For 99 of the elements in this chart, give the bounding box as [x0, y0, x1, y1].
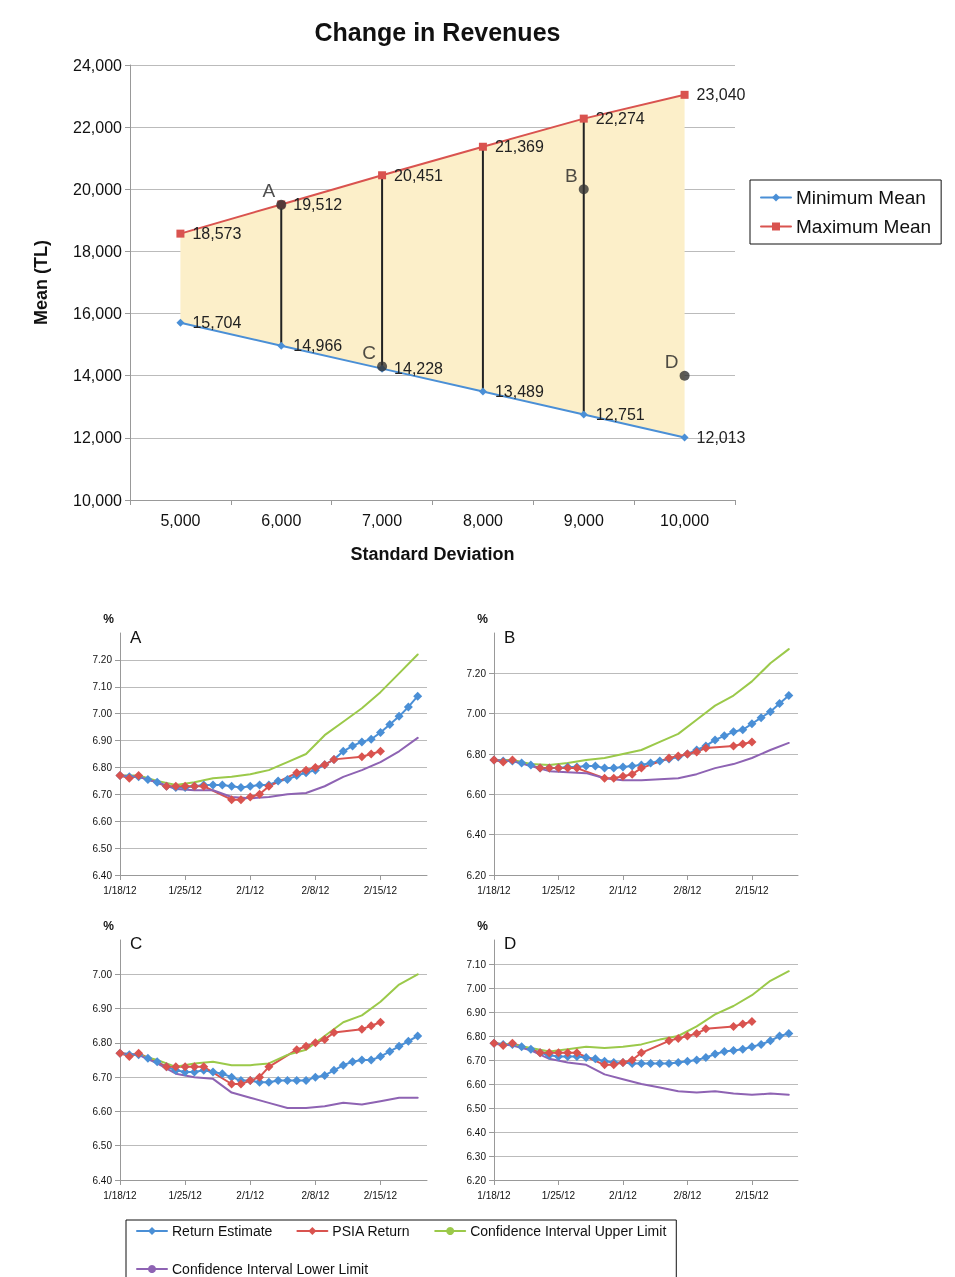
x-tick-label: 2/15/12	[735, 1189, 770, 1201]
y-axis-title: Mean (TL)	[31, 240, 51, 325]
x-axis-title: Standard Deviation	[350, 544, 515, 564]
data-label: 22,274	[595, 110, 645, 128]
x-tick-label: 1/25/12	[168, 884, 203, 896]
x-tick-label: 1/18/12	[477, 884, 512, 896]
data-label: 12,013	[696, 428, 746, 446]
x-tick-label: 2/8/12	[301, 1189, 330, 1201]
x-tick-label: 2/1/12	[609, 884, 638, 896]
x-tick-label: 2/15/12	[363, 884, 398, 896]
y-tick-label: 20,000	[73, 180, 123, 198]
data-label: 15,704	[192, 314, 242, 332]
x-tick-label: 7,000	[362, 511, 403, 529]
y-tick-label: 6.40	[466, 1126, 487, 1138]
x-tick-label: 2/1/12	[609, 1189, 638, 1201]
annotation: A	[262, 180, 276, 202]
annotation: D	[504, 934, 517, 953]
y-tick-label: 6.30	[466, 1150, 487, 1162]
y-axis-title: %	[477, 919, 489, 933]
data-label: 13,489	[494, 383, 544, 401]
annotation: B	[504, 628, 516, 647]
y-tick-label: 7.00	[466, 708, 487, 720]
y-tick-label: 6.90	[92, 1003, 113, 1015]
y-tick-label: 12,000	[73, 429, 123, 447]
y-tick-label: 6.90	[92, 735, 113, 747]
x-tick-label: 1/18/12	[477, 1189, 512, 1201]
y-tick-label: 7.20	[92, 654, 113, 666]
x-tick-label: 2/1/12	[236, 884, 265, 896]
x-tick-label: 2/8/12	[673, 884, 702, 896]
y-tick-label: 7.00	[466, 982, 487, 994]
legend-label: Confidence Interval Lower Limit	[172, 1261, 369, 1277]
annotation: D	[664, 351, 679, 373]
y-tick-label: 7.00	[92, 968, 113, 980]
y-tick-label: 14,000	[73, 367, 123, 385]
annotation: A	[130, 628, 142, 647]
legend-label: Return Estimate	[172, 1223, 273, 1239]
y-tick-label: 7.10	[466, 958, 487, 970]
data-label: 23,040	[696, 86, 746, 104]
data-label: 14,228	[394, 360, 444, 378]
y-tick-label: 6.60	[92, 1105, 113, 1117]
y-tick-label: 6.60	[92, 815, 113, 827]
y-tick-label: 10,000	[73, 491, 123, 509]
chart-title: Change in Revenues	[314, 17, 561, 46]
legend-label: PSIA Return	[332, 1223, 410, 1239]
y-tick-label: 7.10	[92, 681, 113, 693]
y-tick-label: 6.20	[466, 1174, 487, 1186]
x-tick-label: 9,000	[563, 511, 604, 529]
data-label: 18,573	[192, 225, 242, 243]
y-tick-label: 6.50	[92, 1140, 113, 1152]
annotation: C	[130, 934, 143, 953]
x-tick-label: 8,000	[462, 511, 504, 529]
data-label: 19,512	[293, 195, 343, 213]
y-tick-label: 6.70	[466, 1054, 487, 1066]
data-label: 20,451	[394, 166, 444, 184]
y-tick-label: 6.80	[466, 748, 487, 760]
y-tick-label: 18,000	[73, 242, 123, 260]
y-tick-label: 6.40	[466, 829, 487, 841]
data-label: 12,751	[595, 406, 645, 424]
annotation: C	[362, 341, 377, 363]
x-tick-label: 2/1/12	[236, 1189, 265, 1201]
y-tick-label: 6.50	[92, 842, 113, 854]
y-tick-label: 6.50	[466, 1102, 487, 1114]
x-tick-label: 1/25/12	[168, 1189, 203, 1201]
x-tick-label: 1/18/12	[103, 1189, 138, 1201]
x-tick-label: 2/15/12	[735, 884, 770, 896]
y-tick-label: 6.40	[92, 869, 113, 881]
x-tick-label: 2/15/12	[363, 1189, 398, 1201]
y-axis-title: %	[477, 612, 489, 626]
y-tick-label: 7.20	[466, 667, 487, 679]
legend-label: Confidence Interval Upper Limit	[470, 1223, 667, 1239]
y-tick-label: 6.80	[92, 761, 113, 773]
y-axis-title: %	[103, 919, 115, 933]
x-tick-label: 10,000	[660, 511, 710, 529]
y-tick-label: 6.60	[466, 788, 487, 800]
y-tick-label: 24,000	[73, 56, 123, 74]
x-tick-label: 5,000	[160, 511, 201, 529]
x-tick-label: 1/25/12	[541, 1189, 576, 1201]
y-axis-title: %	[103, 612, 115, 626]
y-tick-label: 6.40	[92, 1174, 113, 1186]
annotation: B	[565, 164, 578, 186]
legend-label: Minimum Mean	[796, 187, 926, 208]
legend-label: Maximum Mean	[796, 216, 932, 237]
x-tick-label: 2/8/12	[301, 884, 330, 896]
y-tick-label: 7.00	[92, 708, 113, 720]
x-tick-label: 1/25/12	[541, 884, 576, 896]
data-label: 14,966	[293, 337, 343, 355]
y-tick-label: 6.20	[466, 869, 487, 881]
y-tick-label: 6.70	[92, 788, 113, 800]
y-tick-label: 22,000	[73, 118, 123, 136]
y-tick-label: 6.90	[466, 1006, 487, 1018]
data-label: 21,369	[494, 138, 544, 156]
y-tick-label: 6.80	[92, 1037, 113, 1049]
y-tick-label: 6.70	[92, 1071, 113, 1083]
y-tick-label: 16,000	[73, 305, 123, 323]
x-tick-label: 6,000	[261, 511, 302, 529]
y-tick-label: 6.80	[466, 1030, 487, 1042]
y-tick-label: 6.60	[466, 1078, 487, 1090]
x-tick-label: 2/8/12	[673, 1189, 702, 1201]
x-tick-label: 1/18/12	[103, 884, 138, 896]
